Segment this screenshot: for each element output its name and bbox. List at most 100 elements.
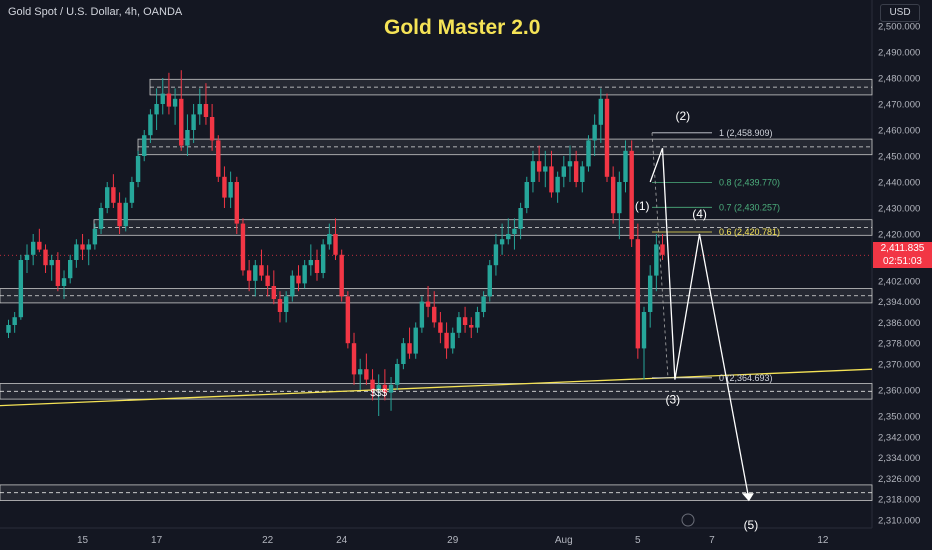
candle-body (555, 176, 560, 193)
candle-body (43, 249, 48, 266)
last-price-value: 2,411.835 (880, 243, 925, 254)
candle-body (265, 275, 270, 286)
x-tick-label: 15 (77, 535, 89, 546)
y-tick-label: 2,460.000 (878, 126, 920, 137)
y-tick-label: 2,394.000 (878, 297, 920, 308)
y-tick-label: 2,378.000 (878, 339, 920, 350)
candle-body (382, 384, 388, 393)
candle-body (623, 150, 628, 182)
y-tick-label: 2,326.000 (878, 474, 920, 485)
y-tick-label: 2,310.000 (878, 516, 920, 527)
candle-body (283, 296, 289, 312)
candle-body (401, 343, 406, 364)
y-tick-label: 2,402.000 (878, 276, 920, 287)
wave-label: (5) (744, 518, 759, 532)
candle-body (216, 140, 221, 177)
candle-body (481, 296, 486, 312)
candle-body (351, 343, 357, 375)
candle-body (592, 124, 597, 141)
candle-body (586, 140, 591, 167)
candle-body (166, 93, 172, 107)
candle-body (432, 306, 437, 323)
candle-body (105, 187, 110, 208)
x-tick-label: 24 (336, 535, 348, 546)
candle-body (222, 176, 227, 198)
candle-body (148, 114, 153, 136)
y-tick-label: 2,430.000 (878, 204, 920, 215)
candle-body (228, 182, 233, 198)
candle-body (376, 384, 381, 390)
y-tick-label: 2,342.000 (878, 432, 920, 443)
candle-body (314, 260, 320, 273)
currency-button[interactable]: USD (880, 4, 920, 22)
y-tick-label: 2,470.000 (878, 100, 920, 111)
y-tick-label: 2,420.000 (878, 230, 920, 241)
candle-body (123, 202, 128, 227)
y-tick-label: 2,386.000 (878, 318, 920, 329)
candle-body (530, 161, 536, 182)
candle-body (111, 187, 116, 203)
candle-body (49, 260, 54, 266)
x-tick-label: 29 (447, 535, 459, 546)
y-tick-label: 2,450.000 (878, 152, 920, 163)
wave-arrowhead (741, 493, 754, 502)
candle-body (549, 166, 554, 193)
yellow-trendline (0, 368, 873, 407)
candle-body (117, 202, 122, 227)
x-tick-label: 5 (635, 535, 641, 546)
candle-body (246, 270, 252, 281)
candle-body (172, 98, 178, 107)
candle-body (407, 343, 412, 354)
wave-label: (3) (666, 393, 681, 407)
candle-body (6, 325, 11, 333)
x-tick-label: 7 (709, 535, 715, 546)
x-tick-label: 17 (151, 535, 163, 546)
y-tick-label: 2,360.000 (878, 386, 920, 397)
candle-body (647, 275, 653, 312)
lightning-icon[interactable] (681, 513, 695, 527)
candle-body (456, 317, 462, 333)
y-tick-label: 2,334.000 (878, 453, 920, 464)
fib-level-label: 0.6 (2,420.781) (719, 227, 780, 237)
y-tick-label: 2,500.000 (878, 22, 920, 33)
y-tick-label: 2,370.000 (878, 360, 920, 371)
candle-body (18, 260, 24, 318)
y-tick-label: 2,350.000 (878, 412, 920, 423)
candle-body (30, 241, 36, 255)
candle-body (469, 325, 474, 328)
candle-body (617, 182, 622, 214)
candle-body (364, 369, 369, 380)
fib-level-label: 0.8 (2,439.770) (719, 178, 780, 188)
candle-body (395, 364, 400, 385)
candle-body (92, 228, 98, 245)
candle-body (518, 208, 523, 229)
candle-body (154, 104, 159, 115)
candle-body (333, 234, 338, 255)
candle-body (80, 244, 85, 250)
fib-level-label: 0.7 (2,430.257) (719, 202, 780, 212)
liquidity-label: $$$ (370, 388, 387, 399)
x-tick-label: 12 (817, 535, 829, 546)
candle-body (98, 208, 104, 229)
candle-body (240, 223, 246, 271)
candle-body (234, 182, 239, 224)
candle-body (12, 317, 17, 325)
candle-body (499, 239, 505, 245)
candle-body (68, 260, 73, 279)
candle-body (55, 260, 61, 286)
candle-body (327, 234, 332, 245)
candle-body (339, 254, 344, 297)
candle-body (185, 130, 190, 146)
candle-body (259, 265, 264, 276)
candle-body (296, 275, 301, 284)
candle-body (203, 104, 209, 117)
candle-body (271, 286, 277, 299)
candle-body (37, 241, 42, 250)
candle-body (506, 234, 511, 240)
candle-body (320, 244, 326, 273)
candle-body (598, 98, 604, 125)
candle-body (357, 369, 363, 375)
candle-body (561, 166, 566, 177)
candle-body (388, 384, 394, 393)
